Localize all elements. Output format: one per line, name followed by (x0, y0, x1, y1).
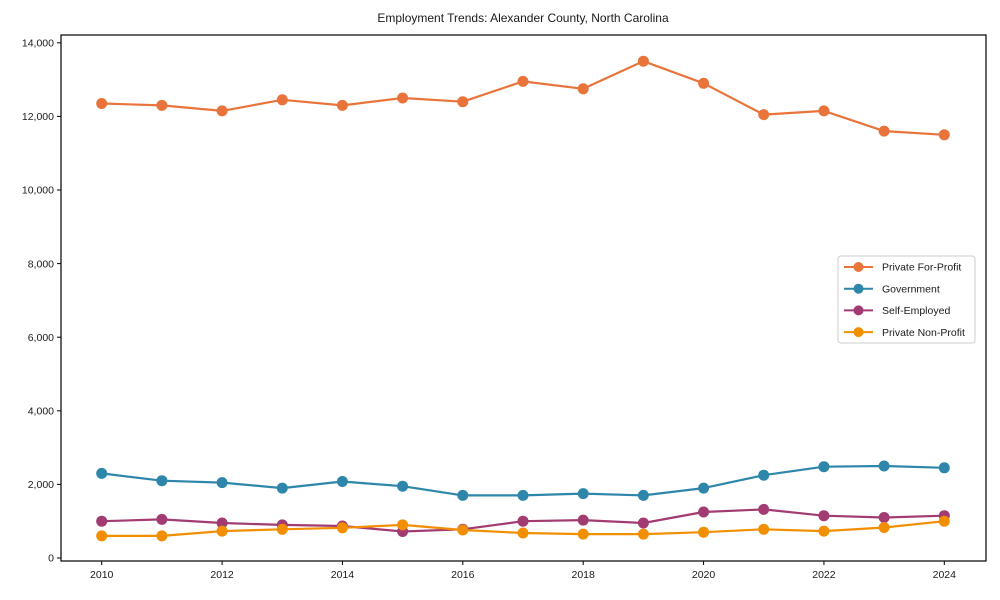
data-point-marker (758, 469, 770, 481)
data-point-marker (96, 98, 108, 109)
data-point-marker (276, 523, 288, 535)
plot-area: 0 2,000 4,000 6,000 8,000 10,000 12,000 14,000 2… (22, 34, 987, 581)
data-point-marker (336, 476, 348, 487)
data-point-marker (276, 482, 288, 494)
data-point-marker (457, 489, 469, 501)
data-point-marker (457, 96, 469, 108)
data-point-marker (698, 506, 710, 518)
x-tick-label: 2020 (692, 569, 716, 581)
y-tick-label: 14,000 (22, 38, 54, 50)
data-point-marker (96, 467, 108, 479)
data-point-marker (818, 510, 830, 522)
y-tick-label: 0 (48, 553, 54, 565)
data-point-marker (878, 460, 890, 472)
data-point-marker (938, 515, 950, 527)
y-tick-label: 6,000 (28, 332, 54, 344)
data-point-marker (637, 517, 649, 529)
data-point-marker (397, 480, 409, 492)
data-point-marker (938, 129, 950, 141)
legend-marker-dot (853, 283, 864, 294)
data-point-marker (698, 526, 710, 538)
plot-border (60, 34, 987, 562)
data-point-marker (637, 528, 649, 540)
legend-label: Private For-Profit (882, 262, 961, 274)
legend-label: Private Non-Profit (882, 327, 965, 339)
data-point-marker (517, 489, 529, 501)
x-tick-label: 2018 (572, 569, 596, 581)
data-point-marker (878, 125, 890, 137)
data-point-marker (698, 482, 710, 494)
y-tick-label: 2,000 (28, 479, 54, 491)
data-point-marker (216, 517, 228, 529)
data-point-marker (938, 462, 950, 474)
data-point-marker (336, 99, 348, 111)
data-point-marker (577, 488, 589, 500)
y-tick-label: 4,000 (28, 406, 54, 418)
data-point-marker (517, 75, 529, 87)
data-point-marker (156, 530, 168, 542)
data-point-marker (397, 92, 409, 104)
data-point-marker (397, 519, 409, 531)
data-point-marker (216, 477, 228, 489)
data-point-marker (637, 55, 649, 67)
data-point-marker (878, 522, 890, 533)
data-point-marker (156, 475, 168, 487)
data-point-marker (577, 514, 589, 526)
data-point-marker (637, 489, 649, 501)
legend-marker-dot (853, 305, 864, 316)
x-tick-label: 2012 (210, 569, 234, 581)
data-point-marker (156, 99, 168, 111)
data-point-marker (336, 522, 348, 534)
data-point-marker (457, 524, 469, 536)
chart-title: Employment Trends: Alexander County, Nor… (377, 11, 669, 25)
data-point-marker (577, 83, 589, 95)
data-point-marker (818, 525, 830, 537)
legend-marker-dot (853, 327, 864, 338)
data-point-marker (577, 528, 589, 540)
data-point-marker (818, 461, 830, 473)
data-point-marker (216, 105, 228, 117)
data-point-marker (276, 94, 288, 106)
legend-label: Government (882, 283, 940, 295)
data-point-marker (878, 512, 890, 523)
series-line (101, 60, 945, 136)
x-tick-label: 2010 (90, 569, 114, 581)
x-tick-label: 2022 (812, 569, 836, 581)
data-point-marker (96, 530, 108, 542)
legend-label: Self-Employed (882, 305, 950, 317)
x-tick-label: 2014 (331, 569, 355, 581)
y-tick-label: 8,000 (28, 258, 54, 270)
data-point-marker (216, 525, 228, 537)
legend-box (837, 255, 976, 344)
data-point-marker (517, 515, 529, 527)
y-tick-label: 10,000 (22, 185, 54, 197)
data-point-marker (156, 513, 168, 525)
x-tick-label: 2024 (933, 569, 957, 581)
data-point-marker (758, 109, 770, 121)
data-point-marker (758, 523, 770, 535)
data-point-marker (758, 503, 770, 515)
y-tick-label: 12,000 (22, 111, 54, 123)
data-point-marker (818, 105, 830, 117)
legend-marker-dot (853, 262, 864, 272)
data-point-marker (698, 77, 710, 89)
x-tick-label: 2016 (451, 569, 475, 581)
data-point-marker (517, 527, 529, 539)
data-point-marker (96, 515, 108, 527)
